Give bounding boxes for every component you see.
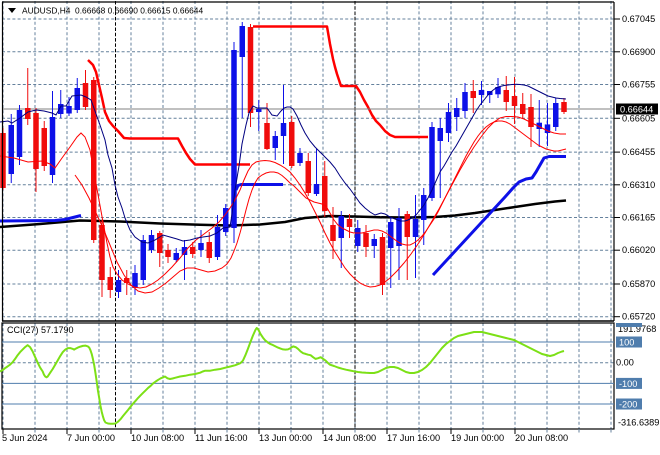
- svg-text:0.00: 0.00: [616, 358, 634, 368]
- svg-text:0.67045: 0.67045: [622, 14, 655, 24]
- svg-text:AUDUSD,H4 0.66668 0.66690 0.6: AUDUSD,H4 0.66668 0.66690 0.66615 0.6664…: [22, 6, 203, 16]
- svg-text:20 Jun 08:00: 20 Jun 08:00: [515, 433, 568, 443]
- svg-text:0.66755: 0.66755: [622, 80, 655, 90]
- svg-text:7 Jun 00:00: 7 Jun 00:00: [67, 433, 115, 443]
- svg-text:0.66900: 0.66900: [622, 47, 655, 57]
- svg-text:-200: -200: [619, 400, 637, 410]
- svg-text:0.66455: 0.66455: [622, 147, 655, 157]
- svg-text:13 Jun 00:00: 13 Jun 00:00: [259, 433, 312, 443]
- svg-text:100: 100: [619, 338, 634, 348]
- svg-text:0.66020: 0.66020: [622, 245, 655, 255]
- svg-text:0.65870: 0.65870: [622, 279, 655, 289]
- svg-text:14 Jun 08:00: 14 Jun 08:00: [323, 433, 376, 443]
- svg-text:0.66644: 0.66644: [620, 105, 653, 115]
- svg-text:5 Jun 2024: 5 Jun 2024: [2, 433, 47, 443]
- svg-text:10 Jun 08:00: 10 Jun 08:00: [131, 433, 184, 443]
- svg-text:0.66165: 0.66165: [622, 213, 655, 223]
- svg-text:0.66605: 0.66605: [622, 113, 655, 123]
- svg-text:-100: -100: [619, 379, 637, 389]
- svg-text:0.66310: 0.66310: [622, 180, 655, 190]
- svg-text:0.65720: 0.65720: [622, 312, 655, 322]
- svg-text:17 Jun 16:00: 17 Jun 16:00: [387, 433, 440, 443]
- svg-text:11 Jun 16:00: 11 Jun 16:00: [195, 433, 247, 443]
- svg-text:19 Jun 00:00: 19 Jun 00:00: [451, 433, 504, 443]
- svg-text:CCI(27) 57.1790: CCI(27) 57.1790: [7, 325, 74, 335]
- svg-text:-316.6389: -316.6389: [618, 418, 659, 428]
- svg-text:191.9768: 191.9768: [618, 324, 656, 334]
